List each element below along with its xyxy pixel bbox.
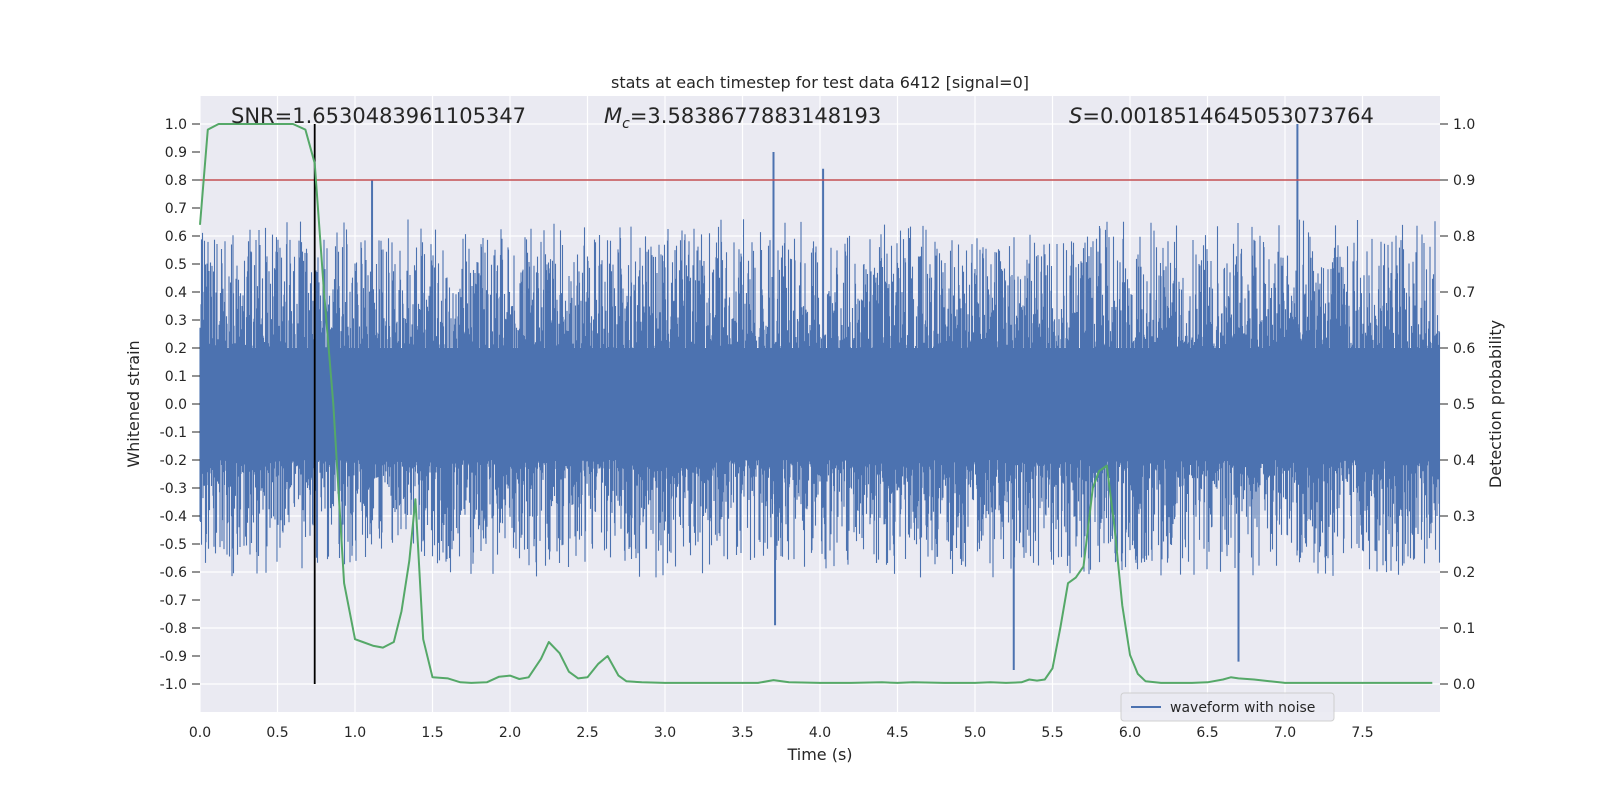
- y-left-tick-label: -0.7: [160, 593, 187, 609]
- waveform-core-band: [200, 348, 1440, 460]
- y-right-tick-label: 1.0: [1453, 117, 1475, 133]
- chart-title: stats at each timestep for test data 641…: [611, 73, 1029, 92]
- x-axis-label: Time (s): [786, 745, 852, 764]
- y-left-tick-label: 0.9: [165, 145, 187, 161]
- x-tick-label: 6.5: [1196, 725, 1218, 741]
- detection-probability-line: [199, 123, 1433, 684]
- y-left-tick-label: -0.3: [160, 481, 187, 497]
- s-annotation: S=0.0018514645053073764: [1069, 104, 1374, 128]
- y-right-tick-label: 0.6: [1453, 341, 1475, 357]
- x-tick-label: 1.5: [421, 725, 443, 741]
- x-tick-label: 3.0: [654, 725, 676, 741]
- y-right-tick-label: 0.8: [1453, 229, 1475, 245]
- y-left-tick-label: 0.1: [165, 369, 187, 385]
- y-left-tick-label: 1.0: [165, 117, 187, 133]
- ticks: 0.0 0.5 1.0 1.5 2.0 2.5 3.0 3.5 4.0 4.5 5.0 5.5 6.0 6…: [160, 117, 1476, 741]
- mc-value: =3.5838677883148193: [630, 104, 881, 128]
- s-symbol: S: [1069, 104, 1082, 128]
- overlay-lines: [199, 123, 1440, 684]
- x-tick-label: 4.0: [809, 725, 831, 741]
- y-axis-right-label: Detection probability: [1486, 320, 1505, 488]
- x-tick-label: 2.0: [499, 725, 521, 741]
- mc-subscript: c: [622, 116, 630, 132]
- y-left-tick-label: -0.6: [160, 565, 187, 581]
- y-left-tick-label: 0.5: [165, 257, 187, 273]
- y-left-tick-label: 0.3: [165, 313, 187, 329]
- y-left-tick-label: 0.6: [165, 229, 187, 245]
- y-left-tick-label: -0.8: [160, 621, 187, 637]
- x-tick-label: 6.0: [1119, 725, 1141, 741]
- x-tick-label: 3.5: [731, 725, 753, 741]
- legend: waveform with noise: [1120, 692, 1335, 722]
- y-right-tick-label: 0.2: [1453, 565, 1475, 581]
- mc-symbol: M: [604, 104, 622, 128]
- legend-label: waveform with noise: [1170, 700, 1315, 716]
- y-left-tick-label: 0.8: [165, 173, 187, 189]
- x-tick-label: 1.0: [344, 725, 366, 741]
- y-right-tick-label: 0.4: [1453, 453, 1475, 469]
- y-right-tick-label: 0.9: [1453, 173, 1475, 189]
- x-tick-label: 4.5: [886, 725, 908, 741]
- y-left-tick-label: 0.4: [165, 285, 187, 301]
- y-right-tick-label: 0.1: [1453, 621, 1475, 637]
- y-right-tick-label: 0.3: [1453, 509, 1475, 525]
- snr-annotation: SNR=1.6530483961105347: [231, 104, 526, 128]
- x-tick-label: 7.0: [1274, 725, 1296, 741]
- y-right-tick-label: 0.7: [1453, 285, 1475, 301]
- y-axis-left-label: Whitened strain: [124, 340, 143, 467]
- y-left-tick-label: -0.2: [160, 453, 187, 469]
- x-tick-label: 0.0: [189, 725, 211, 741]
- x-tick-label: 7.5: [1351, 725, 1373, 741]
- mc-annotation: Mc=3.5838677883148193: [604, 104, 881, 132]
- y-right-tick-label: 0.5: [1453, 397, 1475, 413]
- y-right-tick-label: 0.0: [1453, 677, 1475, 693]
- y-left-tick-label: -0.5: [160, 537, 187, 553]
- y-left-tick-label: -0.4: [160, 509, 187, 525]
- waveform-series: [199, 124, 1441, 670]
- y-left-tick-label: -0.1: [160, 425, 187, 441]
- y-left-tick-label: 0.7: [165, 201, 187, 217]
- x-tick-label: 5.0: [964, 725, 986, 741]
- y-left-tick-label: -1.0: [160, 677, 187, 693]
- x-tick-label: 2.5: [576, 725, 598, 741]
- legend-box: [1120, 692, 1335, 722]
- y-left-tick-label: 0.2: [165, 341, 187, 357]
- s-value: =0.0018514645053073764: [1082, 104, 1374, 128]
- y-left-tick-label: -0.9: [160, 649, 187, 665]
- y-left-tick-label: 0.0: [165, 397, 187, 413]
- x-tick-label: 5.5: [1041, 725, 1063, 741]
- x-tick-label: 0.5: [266, 725, 288, 741]
